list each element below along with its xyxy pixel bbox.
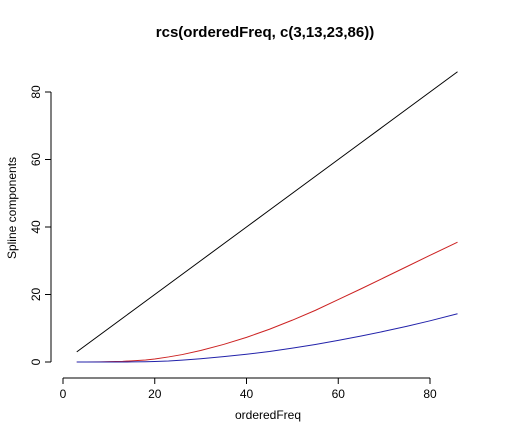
x-tick-label: 0 [60,387,67,401]
y-tick-label: 60 [29,153,43,167]
axes: 0 20 40 60 80 0 20 40 60 80 [29,85,437,401]
y-axis-label: Spline components [5,157,19,259]
y-tick-label: 20 [29,288,43,302]
series-layer [76,71,458,363]
series-line-2 [76,241,458,363]
x-tick-label: 80 [423,387,437,401]
y-tick-label: 80 [29,85,43,99]
series-line-3 [76,313,458,363]
x-axis-label: orderedFreq [235,408,301,422]
x-tick-label: 20 [148,387,162,401]
chart-title: rcs(orderedFreq, c(3,13,23,86)) [156,24,374,41]
x-tick-label: 40 [240,387,254,401]
x-tick-label: 60 [332,387,346,401]
series-line-1 [76,71,458,353]
y-tick-label: 0 [29,358,43,365]
y-tick-label: 40 [29,220,43,234]
